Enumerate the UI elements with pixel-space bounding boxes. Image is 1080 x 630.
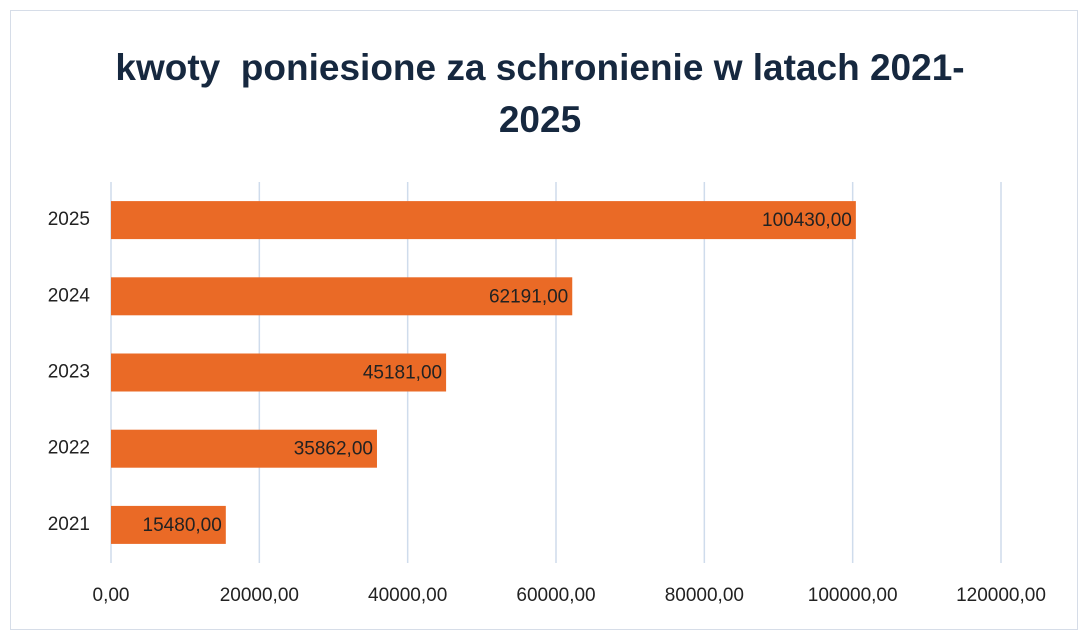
chart-title: kwoty poniesione za schronienie w latach… bbox=[115, 47, 965, 140]
y-tick-label: 2024 bbox=[48, 285, 91, 306]
bar bbox=[111, 429, 377, 468]
data-label: 100430,00 bbox=[762, 210, 852, 231]
y-tick-label: 2022 bbox=[48, 438, 90, 459]
bar bbox=[111, 277, 573, 316]
x-tick-label: 80000,00 bbox=[665, 585, 744, 606]
x-tick-label: 120000,00 bbox=[956, 585, 1046, 606]
data-label: 35862,00 bbox=[294, 439, 373, 460]
y-tick-label: 2023 bbox=[48, 362, 90, 383]
x-tick-label: 100000,00 bbox=[808, 585, 898, 606]
y-tick-label: 2021 bbox=[48, 514, 90, 535]
bar bbox=[111, 353, 447, 392]
y-tick-label: 2025 bbox=[48, 209, 90, 230]
data-label: 62191,00 bbox=[489, 286, 568, 307]
data-label: 15480,00 bbox=[143, 515, 222, 536]
bar bbox=[111, 505, 226, 544]
bar bbox=[111, 201, 856, 240]
x-tick-label: 40000,00 bbox=[368, 585, 447, 606]
x-tick-label: 60000,00 bbox=[516, 585, 595, 606]
data-label: 45181,00 bbox=[363, 363, 442, 384]
x-tick-label: 20000,00 bbox=[220, 585, 299, 606]
x-tick-label: 0,00 bbox=[93, 585, 130, 606]
